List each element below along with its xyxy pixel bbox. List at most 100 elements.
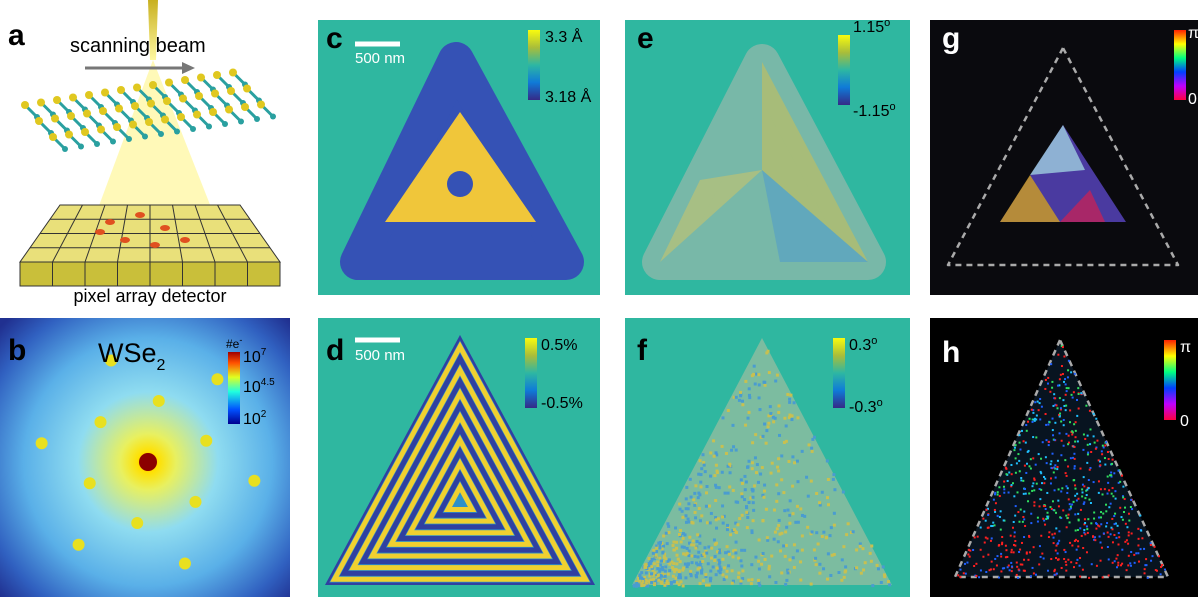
pixel — [1044, 456, 1047, 459]
pixel — [671, 574, 675, 578]
pixel — [652, 548, 656, 552]
pixel — [768, 405, 772, 409]
pixel — [1120, 516, 1123, 519]
pixel — [679, 580, 683, 584]
pixel — [662, 544, 666, 548]
pixel — [667, 558, 671, 562]
pixel — [699, 560, 703, 564]
stripe — [424, 458, 496, 524]
pixel — [1055, 572, 1058, 575]
pixel — [1051, 380, 1054, 383]
pixel — [1067, 441, 1070, 444]
pixel — [792, 543, 796, 547]
pixel — [1077, 512, 1080, 515]
pixel — [732, 445, 736, 449]
pixel — [665, 581, 669, 585]
pixel — [667, 524, 671, 528]
pixel — [842, 575, 846, 579]
pixel — [762, 380, 766, 384]
pixel — [1099, 516, 1102, 519]
pixel — [1056, 465, 1059, 468]
pixel — [1122, 485, 1125, 488]
pixel — [697, 491, 701, 495]
pixel — [1077, 387, 1080, 390]
pixel — [705, 521, 709, 525]
pixel — [701, 453, 705, 457]
pixel — [1006, 566, 1009, 569]
atom — [126, 136, 132, 142]
pixel — [1133, 553, 1136, 556]
pixel — [1066, 491, 1069, 494]
pixel — [667, 530, 671, 534]
pixel — [1044, 523, 1047, 526]
pixel — [1034, 463, 1037, 466]
pixel — [1080, 534, 1083, 537]
pixel — [708, 579, 712, 583]
pixel — [647, 556, 651, 560]
pixel — [775, 483, 779, 487]
pixel — [1146, 576, 1149, 579]
pixel — [724, 451, 728, 455]
pixel — [1024, 492, 1027, 495]
pixel — [1050, 460, 1053, 463]
pixel — [665, 579, 669, 583]
pixel — [1051, 500, 1054, 503]
pixel — [698, 563, 702, 567]
pixel — [678, 560, 682, 564]
pixel — [744, 379, 748, 383]
pixel — [650, 581, 654, 585]
pixel — [1092, 481, 1095, 484]
pixel — [1090, 522, 1093, 525]
pixel — [1030, 512, 1033, 515]
pixel — [721, 573, 725, 577]
domain — [1060, 190, 1105, 222]
pixel — [1106, 492, 1109, 495]
pixel — [1079, 556, 1082, 559]
pixel — [681, 536, 685, 540]
pixel — [718, 571, 722, 575]
pixel — [1064, 551, 1067, 554]
pixel — [646, 584, 650, 588]
pixel — [689, 569, 693, 573]
pixel — [698, 519, 702, 523]
pixel — [1021, 520, 1024, 523]
pixel — [1126, 526, 1129, 529]
pixel — [1001, 567, 1004, 570]
scattered-rays — [90, 60, 220, 230]
atom — [229, 68, 237, 77]
pixel — [1083, 518, 1086, 521]
pixel — [1059, 408, 1062, 411]
pixel — [787, 416, 791, 420]
atom — [115, 104, 123, 113]
pixel — [816, 542, 820, 546]
pixel — [1056, 384, 1059, 387]
pixel — [1093, 517, 1096, 520]
pixel — [651, 551, 655, 555]
pixel — [758, 583, 762, 587]
pixel — [1044, 387, 1047, 390]
pixel — [714, 485, 718, 489]
pixel — [734, 395, 738, 399]
pixel — [1019, 563, 1022, 566]
pixel — [1050, 466, 1053, 469]
pixel — [1049, 390, 1052, 393]
pixel — [1105, 510, 1108, 513]
pixel — [666, 522, 670, 526]
pixel — [737, 575, 741, 579]
pixel — [757, 383, 761, 387]
pixel — [1058, 378, 1061, 381]
pixel — [1109, 502, 1112, 505]
pixel — [656, 567, 660, 571]
pixel — [1107, 558, 1110, 561]
pixel — [691, 539, 695, 543]
pixel — [1045, 423, 1048, 426]
pixel — [966, 561, 969, 564]
pixel — [669, 580, 673, 584]
pixel — [998, 576, 1001, 579]
pixel — [1116, 554, 1119, 557]
pixel — [1117, 543, 1120, 546]
pixel — [794, 520, 798, 524]
pixel — [1050, 558, 1053, 561]
colorbar — [833, 338, 845, 408]
pixel — [1001, 541, 1004, 544]
